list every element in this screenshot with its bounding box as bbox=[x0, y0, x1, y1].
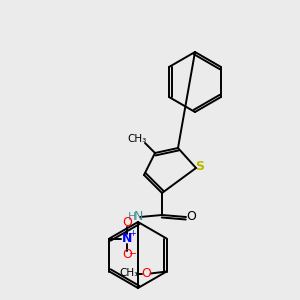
Text: O: O bbox=[186, 211, 196, 224]
Text: +: + bbox=[129, 229, 136, 238]
Text: H: H bbox=[128, 212, 136, 222]
Text: CH₃: CH₃ bbox=[119, 268, 138, 278]
Text: O: O bbox=[122, 216, 132, 229]
Text: N: N bbox=[133, 211, 143, 224]
Text: O: O bbox=[142, 267, 152, 280]
Text: O: O bbox=[122, 248, 132, 261]
Text: S: S bbox=[196, 160, 205, 173]
Text: −: − bbox=[129, 250, 137, 260]
Text: N: N bbox=[122, 232, 133, 245]
Text: CH₃: CH₃ bbox=[128, 134, 147, 144]
